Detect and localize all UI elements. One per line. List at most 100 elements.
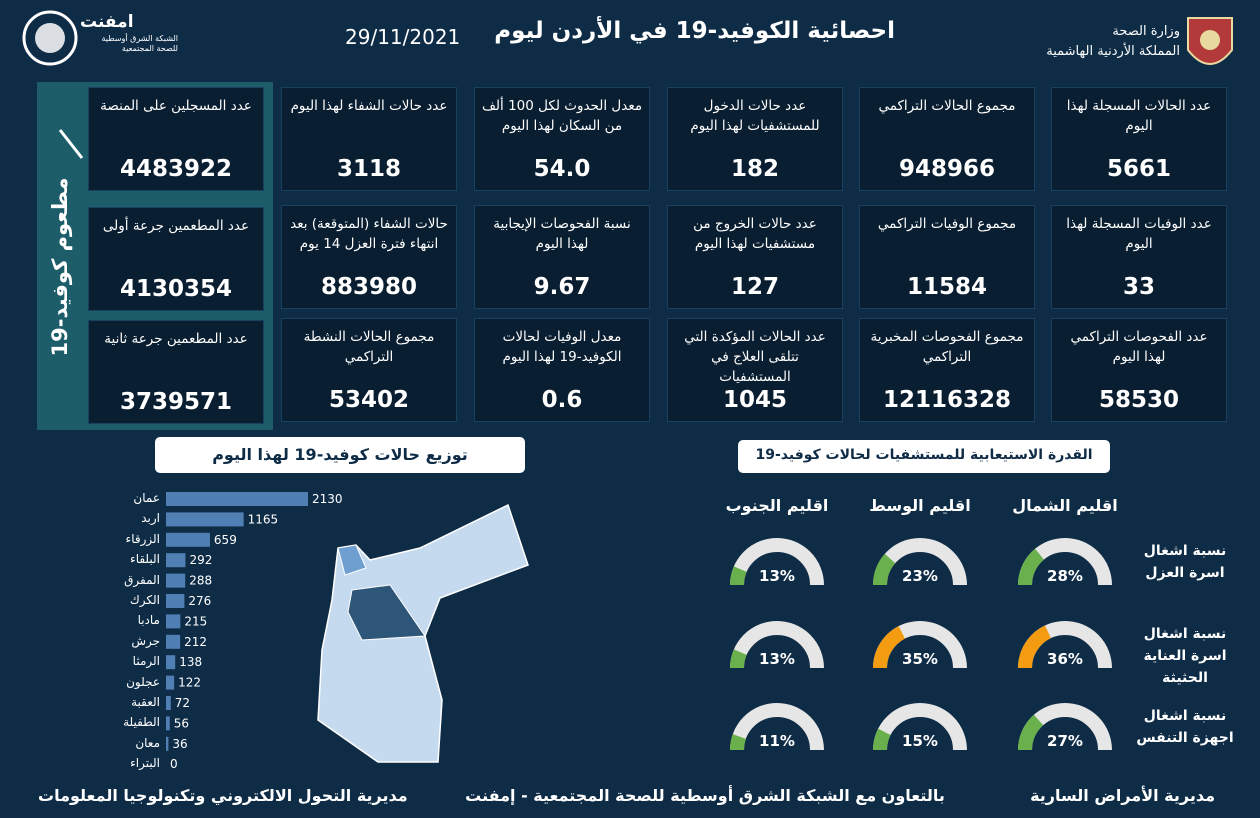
- stat-value: 11584: [906, 274, 988, 300]
- stat-value: 12116328: [882, 387, 1012, 413]
- bar: [166, 634, 181, 649]
- region-label: اقليم الجنوب: [725, 496, 829, 515]
- bar-value: 36: [172, 737, 187, 751]
- stat-label: نسبة الفحوصات الإيجابية لهذا اليوم: [493, 216, 631, 252]
- stat-label: عدد الفحوصات التراكمي لهذا اليوم: [1070, 329, 1208, 365]
- region-label: اقليم الشمال: [1012, 496, 1118, 515]
- ministry: وزارة الصحة: [1112, 24, 1180, 39]
- vaccination-card: عدد المطعمين جرعة أولى 4130354: [88, 207, 264, 311]
- gauge-value-label: 13%: [759, 567, 795, 585]
- bar-value: 56: [174, 716, 189, 730]
- gauge-value-arc: [730, 566, 747, 586]
- bar-value: 2130: [312, 492, 343, 506]
- stat-value: 54.0: [533, 156, 591, 182]
- vaccination-value: 4483922: [119, 156, 233, 182]
- stat-value: 5661: [1106, 156, 1171, 182]
- gauge-track: [730, 538, 824, 586]
- stat-label: مجموع الوفيات التراكمي: [877, 216, 1017, 232]
- gauge-value-arc: [873, 626, 906, 669]
- stat-card: معدل الوفيات لحالات الكوفيد-19 لهذا اليو…: [474, 318, 650, 422]
- gauge-value-label: 11%: [759, 732, 795, 750]
- stat-card: معدل الحدوث لكل 100 ألف من السكان لهذا ا…: [474, 87, 650, 191]
- stat-card: مجموع الحالات النشطة التراكمي 53402: [281, 318, 457, 422]
- stat-value: 127: [730, 274, 779, 300]
- bar-category: البتراء: [130, 756, 160, 771]
- gauge-value-arc: [730, 649, 747, 669]
- gauge-value-arc: [730, 734, 747, 751]
- bar-category: معان: [135, 735, 160, 750]
- gauge-value-label: 27%: [1047, 732, 1083, 750]
- bar-category: العقبة: [131, 695, 160, 709]
- stat-card: عدد حالات الدخول للمستشفيات لهذا اليوم 18…: [667, 87, 843, 191]
- stat-card: عدد الوفيات المسجلة لهذا اليوم 33: [1051, 205, 1227, 309]
- stat-value: 33: [1122, 274, 1155, 300]
- bar-title-box: [155, 437, 525, 473]
- footer-left: مديرية التحول الالكتروني وتكنولوجيا المع…: [38, 786, 408, 805]
- bar-value: 276: [188, 594, 211, 608]
- bar: [166, 512, 244, 527]
- stat-label: مجموع الفحوصات المخبرية التراكمي: [870, 329, 1024, 365]
- vaccination-card: عدد المسجلين على المنصة 4483922: [88, 87, 264, 191]
- bar: [166, 696, 171, 710]
- bar: [166, 716, 170, 731]
- kingdom: المملكة الأردنية الهاشمية: [1046, 44, 1180, 59]
- vaccination-label: عدد المسجلين على المنصة: [100, 98, 252, 114]
- bar: [166, 594, 185, 608]
- gauge-row-label: نسبة اشغال اسرة العناية الحثيثة: [1143, 626, 1227, 686]
- bar-title: توزيع حالات كوفيد-19 لهذا اليوم: [212, 445, 468, 464]
- bar: [166, 655, 176, 670]
- logo-name: امفنت: [80, 12, 134, 32]
- stat-label: عدد الوفيات المسجلة لهذا اليوم: [1066, 216, 1212, 252]
- stat-card: مجموع الفحوصات المخبرية التراكمي 12116328: [859, 318, 1035, 422]
- syringe-icon: [58, 129, 84, 159]
- footer-right: مديرية الأمراض السارية: [1030, 786, 1215, 805]
- gauge-title: القدرة الاستيعابية للمستشفيات لحالات كوف…: [755, 447, 1093, 463]
- stat-label: مجموع الحالات التراكمي: [878, 98, 1016, 114]
- gauge-value-label: 35%: [902, 650, 938, 668]
- stat-card: عدد الحالات المؤكدة التي تتلقى العلاج في…: [667, 318, 843, 422]
- bar-value: 292: [189, 553, 212, 567]
- bar-value: 215: [184, 614, 207, 628]
- stat-label: عدد حالات الخروج من مستشفيات لهذا اليوم: [693, 216, 817, 252]
- bar-value: 138: [179, 655, 202, 669]
- bar-value: 659: [214, 533, 237, 547]
- bar-category: الرمثا: [132, 654, 160, 669]
- stat-value: 182: [730, 156, 779, 182]
- bar: [166, 675, 175, 690]
- vaccination-label: عدد المطعمين جرعة ثانية: [104, 331, 248, 347]
- stat-card: حالات الشفاء (المتوقعة) بعد انتهاء فترة …: [281, 205, 457, 309]
- stat-label: عدد حالات الدخول للمستشفيات لهذا اليوم: [690, 98, 820, 134]
- gauge-value-label: 13%: [759, 650, 795, 668]
- bar-value: 288: [189, 574, 212, 588]
- logo-globe: [35, 23, 65, 53]
- bar: [166, 736, 169, 751]
- bar-category: مادبا: [137, 613, 160, 628]
- bar-category: الزرقاء: [125, 531, 160, 546]
- stat-label: معدل الوفيات لحالات الكوفيد-19 لهذا اليو…: [502, 329, 622, 365]
- region-label: اقليم الوسط: [869, 496, 971, 515]
- gauge-row-label: نسبة اشغال اجهزة التنفس: [1136, 708, 1234, 746]
- bar-value: 72: [175, 696, 190, 710]
- logo-ring: [22, 10, 78, 66]
- map-irbid: [337, 544, 367, 576]
- gauge-value-arc: [1018, 625, 1052, 669]
- gauge-value-arc: [1018, 714, 1044, 751]
- bar-category: الكرك: [129, 593, 160, 607]
- gauge-title-box: [738, 440, 1110, 473]
- bar-value: 122: [178, 676, 201, 690]
- stat-card: عدد الحالات المسجلة لهذا اليوم 5661: [1051, 87, 1227, 191]
- bar: [166, 532, 210, 547]
- stat-value: 9.67: [533, 274, 591, 300]
- gauge-value-label: 36%: [1047, 650, 1083, 668]
- bar-category: عجلون: [126, 674, 160, 689]
- stat-card: نسبة الفحوصات الإيجابية لهذا اليوم 9.67: [474, 205, 650, 309]
- vaccination-title: مطعوم كوفيد-19: [48, 177, 72, 357]
- bar-category: جرش: [131, 633, 160, 648]
- stat-label: عدد حالات الشفاء لهذا اليوم: [290, 98, 448, 114]
- bar: [166, 614, 181, 629]
- vaccination-card: عدد المطعمين جرعة ثانية 3739571: [88, 320, 264, 424]
- stat-value: 883980: [320, 274, 418, 300]
- logo-subtitle: الشبكة الشرق أوسطية للصحة المجتمعية: [101, 34, 178, 53]
- bar-value: 1165: [248, 512, 279, 526]
